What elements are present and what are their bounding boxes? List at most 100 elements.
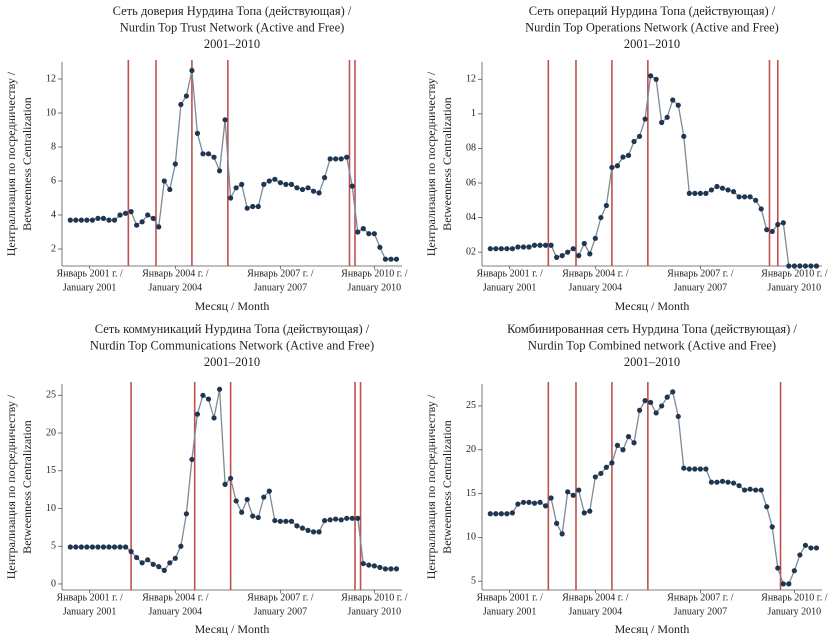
data-point: [382, 566, 389, 572]
series-line: [490, 390, 817, 585]
x-tick-label: January 2004: [569, 606, 623, 617]
data-point: [393, 256, 400, 262]
data-point: [200, 151, 206, 157]
data-point: [769, 228, 775, 235]
data-point: [67, 217, 73, 223]
data-point: [587, 508, 593, 514]
data-point: [498, 246, 504, 252]
data-point: [239, 181, 245, 187]
data-point: [189, 67, 195, 74]
data-point: [134, 554, 140, 561]
chart-title: 2001–2010: [204, 37, 260, 51]
chart-title: Nurdin Top Trust Network (Active and Fre…: [120, 20, 345, 34]
data-point: [642, 398, 648, 404]
y-tick-label: 10: [46, 107, 56, 118]
data-point: [156, 224, 162, 230]
data-point: [570, 246, 576, 252]
data-point: [239, 509, 245, 515]
data-point: [117, 212, 123, 218]
data-point: [233, 185, 239, 191]
data-point: [139, 219, 145, 225]
data-point: [775, 565, 781, 571]
data-point: [659, 403, 665, 409]
data-point: [791, 568, 797, 574]
data-point: [725, 479, 731, 485]
data-point: [714, 479, 720, 485]
data-point: [697, 466, 703, 472]
data-point: [703, 466, 709, 472]
data-point: [636, 133, 643, 139]
data-point: [565, 249, 571, 255]
data-point: [681, 465, 687, 471]
series-line: [70, 389, 397, 572]
data-point: [211, 154, 217, 160]
data-point: [581, 240, 587, 247]
data-point: [719, 185, 726, 191]
data-point: [299, 186, 306, 193]
data-point: [272, 517, 278, 524]
y-axis-label: Централизация по посредничеству /: [424, 394, 438, 579]
data-point: [747, 486, 753, 492]
y-tick-label: 12: [466, 74, 476, 85]
data-point: [261, 181, 267, 187]
y-tick-label: 25: [466, 400, 476, 411]
data-point: [266, 178, 272, 184]
data-point: [802, 542, 809, 548]
data-point: [377, 564, 383, 570]
data-point: [122, 210, 129, 216]
data-point: [719, 478, 726, 484]
data-point: [277, 180, 283, 186]
chart-title: Nurdin Top Operations Network (Active an…: [525, 20, 779, 34]
data-point: [277, 518, 283, 524]
data-point: [189, 456, 195, 463]
data-point: [681, 133, 687, 139]
x-tick-label: Январь 2010 г. /: [341, 592, 408, 603]
data-point: [487, 511, 493, 517]
data-point: [542, 242, 549, 248]
data-point: [620, 154, 626, 160]
y-tick-label: 20: [466, 444, 476, 455]
data-point: [808, 263, 814, 269]
data-point: [692, 190, 698, 196]
data-point: [753, 197, 759, 203]
x-tick-label: Январь 2004 г. /: [562, 592, 629, 603]
data-point: [747, 194, 753, 200]
data-point: [692, 466, 698, 472]
x-tick-label: Январь 2001 г. /: [56, 592, 123, 603]
data-point: [554, 520, 560, 526]
data-point: [172, 161, 178, 167]
data-point: [487, 246, 493, 252]
x-tick-label: January 2007: [254, 282, 308, 293]
data-point: [648, 399, 654, 406]
data-point: [111, 544, 118, 550]
data-point: [670, 97, 676, 103]
y-tick-label: 6: [51, 175, 56, 186]
data-point: [310, 529, 317, 535]
data-point: [603, 464, 609, 470]
data-point: [659, 119, 665, 126]
x-tick-label: January 2010: [348, 282, 402, 293]
data-point: [609, 460, 615, 466]
y-tick-label: 25: [46, 390, 56, 401]
data-point: [200, 392, 206, 398]
data-point: [178, 101, 184, 108]
data-point: [145, 212, 151, 218]
data-point: [139, 560, 145, 566]
x-tick-label: January 2004: [149, 282, 203, 293]
data-point: [531, 242, 538, 248]
data-point: [554, 254, 560, 260]
x-axis-label: Месяц / Month: [195, 299, 270, 313]
data-point: [316, 190, 322, 196]
data-point: [349, 515, 355, 521]
y-tick-label: 15: [46, 465, 56, 476]
y-tick-label: 5: [471, 576, 476, 587]
data-point: [742, 194, 748, 200]
x-tick-label: Январь 2001 г. /: [476, 268, 543, 279]
data-point: [106, 544, 112, 550]
data-point: [228, 195, 234, 201]
data-point: [73, 217, 79, 223]
data-point: [813, 263, 820, 269]
data-point: [609, 164, 615, 171]
x-tick-label: Январь 2010 г. /: [761, 268, 828, 279]
y-axis-label: Централизация по посредничеству /: [4, 394, 18, 579]
